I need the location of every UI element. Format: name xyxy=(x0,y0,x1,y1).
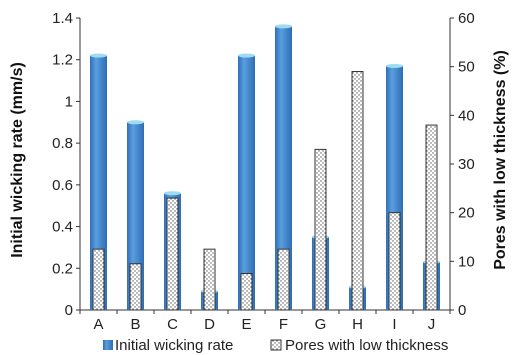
y-tick-label-left: 0 xyxy=(65,302,73,319)
bar-pores-J xyxy=(425,124,438,311)
y-tick-label-left: 1.2 xyxy=(52,52,73,69)
x-tick-label-H: H xyxy=(352,316,363,333)
bar-cap-wicking-C xyxy=(164,191,181,196)
x-tick-label-D: D xyxy=(204,316,215,333)
bar-wicking-E xyxy=(238,55,255,310)
y-tick-label-right: 60 xyxy=(458,10,475,27)
bar-wicking-F xyxy=(275,26,292,310)
y-tick-label-left: 0.6 xyxy=(52,177,73,194)
bar-cap-wicking-E xyxy=(238,53,255,58)
bar-pores-G xyxy=(314,148,327,311)
y-axis-title-left: Initial wicking rate (mm/s) xyxy=(9,62,26,258)
x-tick-label-G: G xyxy=(315,316,327,333)
x-tick-label-J: J xyxy=(428,316,436,333)
y-tick-label-left: 1.4 xyxy=(52,10,73,27)
bar-pores-A xyxy=(92,248,105,311)
legend-swatch-wicking xyxy=(103,340,113,350)
bar-pores-E xyxy=(240,273,253,311)
bar-cap-wicking-B xyxy=(127,120,144,125)
y-tick-label-left: 1 xyxy=(65,93,73,110)
x-tick-label-A: A xyxy=(93,316,103,333)
y-tick-label-left: 0.8 xyxy=(52,135,73,152)
y-tick-label-right: 0 xyxy=(458,302,466,319)
y-tick-label-right: 30 xyxy=(458,156,475,173)
bar-wicking-A xyxy=(90,55,107,310)
axes-layer: 0 0.2 0.4 0.6 0.8 1 1.2 1.4 0 10 20 30 40 50 60 A B C D E F G… xyxy=(52,10,475,333)
legend-label-pores: Pores with low thickness xyxy=(285,337,448,354)
bar-cap-wicking-I xyxy=(386,63,403,68)
bar-pores-C xyxy=(166,197,179,311)
y-tick-label-right: 10 xyxy=(458,253,475,270)
x-tick-label-C: C xyxy=(167,316,178,333)
bar-pores-B xyxy=(129,263,142,311)
x-tick-label-B: B xyxy=(130,316,140,333)
bar-pores-F xyxy=(277,248,290,311)
bar-pores-I xyxy=(388,212,401,311)
legend: Initial wicking rate Pores with low thic… xyxy=(103,337,448,354)
y-tick-label-left: 0.2 xyxy=(52,260,73,277)
y-tick-label-left: 0.4 xyxy=(52,219,73,236)
bar-pores-D xyxy=(203,248,216,311)
bar-wicking-B xyxy=(127,122,144,311)
y-tick-label-right: 20 xyxy=(458,205,475,222)
y-tick-label-right: 50 xyxy=(458,59,475,76)
bar-pores-H xyxy=(351,71,364,311)
x-tick-label-F: F xyxy=(279,316,288,333)
bar-cap-wicking-F xyxy=(275,24,292,29)
bars-layer xyxy=(90,24,440,311)
legend-label-wicking: Initial wicking rate xyxy=(115,337,233,354)
y-axis-title-right: Pores with low thickness (%) xyxy=(492,50,509,270)
x-tick-label-E: E xyxy=(241,316,251,333)
y-tick-label-right: 40 xyxy=(458,107,475,124)
bar-cap-wicking-A xyxy=(90,53,107,58)
x-tick-label-I: I xyxy=(392,316,396,333)
legend-swatch-pores xyxy=(270,339,282,351)
